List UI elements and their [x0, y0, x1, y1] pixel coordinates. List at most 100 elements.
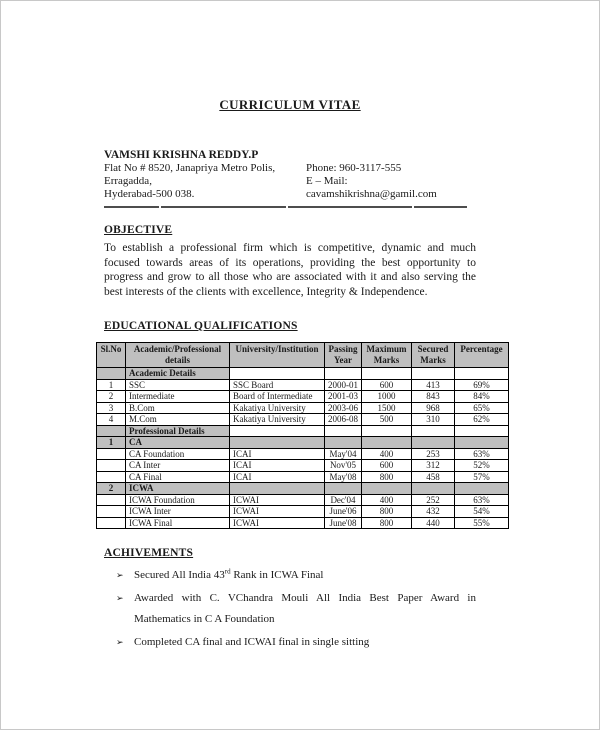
cell: 2003-06	[324, 401, 362, 414]
cell	[361, 482, 412, 495]
cell: 800	[361, 470, 412, 483]
ordinal-superscript: rd	[224, 567, 231, 576]
cell: 69%	[454, 378, 509, 391]
cell: 252	[411, 493, 455, 506]
achievement-text: Awarded with C. VChandra Mouli All India…	[134, 592, 476, 625]
cell: CA Final	[125, 470, 230, 483]
cell: 458	[411, 470, 455, 483]
cell: June'08	[324, 516, 362, 529]
col-header: Sl.No	[96, 342, 126, 368]
table-row: ICWA Foundation ICWAI Dec'04 400 252 63%	[96, 493, 509, 506]
email-line: E – Mail: cavamshikrishna@gamil.com	[306, 175, 437, 200]
cell: CA Foundation	[125, 447, 230, 460]
cell: 2006-08	[324, 413, 362, 426]
achievement-text-pre: Secured All India 43	[134, 569, 225, 581]
table-row: ICWA Final ICWAI June'08 800 440 55%	[96, 516, 509, 529]
cell: ICWA Final	[125, 516, 230, 529]
cell: June'06	[324, 505, 362, 518]
document-title: CURRICULUM VITAE	[219, 97, 361, 112]
cell	[229, 436, 325, 449]
address-line-3: Hyderabad-500 038.	[104, 188, 195, 200]
table-row: 2 Intermediate Board of Intermediate 200…	[96, 390, 509, 403]
table-row: 4 M.Com Kakatiya University 2006-08 500 …	[96, 413, 509, 426]
col-header: Secured Marks	[411, 342, 455, 368]
table-section-row: 1 CA	[96, 436, 509, 449]
arrow-bullet-icon: ➢	[116, 570, 124, 580]
cell: 440	[411, 516, 455, 529]
cell	[324, 436, 362, 449]
arrow-bullet-icon: ➢	[116, 593, 124, 603]
cell: 52%	[454, 459, 509, 472]
education-qualifications-table: Sl.No Academic/Professional details Univ…	[96, 342, 509, 529]
cell: CA	[125, 436, 230, 449]
cell	[361, 436, 412, 449]
cell: 1	[96, 378, 126, 391]
cell: 253	[411, 447, 455, 460]
address-line-1: Flat No # 8520, Janapriya Metro Polis,	[104, 162, 276, 174]
cell: May'08	[324, 470, 362, 483]
table-header-row: Sl.No Academic/Professional details Univ…	[96, 342, 509, 368]
table-section-row: Academic Details	[96, 367, 509, 380]
contact-block: VAMSHI KRISHNA REDDY.P Flat No # 8520, J…	[104, 148, 476, 201]
col-header: University/Institution	[229, 342, 325, 368]
achievement-text: Completed CA final and ICWAI final in si…	[134, 636, 370, 648]
cell	[96, 459, 126, 472]
cell: 1000	[361, 390, 412, 403]
cell: 500	[361, 413, 412, 426]
cell: 843	[411, 390, 455, 403]
cell	[96, 367, 126, 380]
document-content: CURRICULUM VITAE VAMSHI KRISHNA REDDY.P …	[1, 98, 599, 653]
cell: 62%	[454, 413, 509, 426]
cell	[361, 367, 412, 380]
cell: Academic Details	[125, 367, 230, 380]
cell: Kakatiya University	[229, 401, 325, 414]
cell	[324, 367, 362, 380]
col-header: Academic/Professional details	[125, 342, 230, 368]
table-row: 3 B.Com Kakatiya University 2003-06 1500…	[96, 401, 509, 414]
cell: 432	[411, 505, 455, 518]
cell: 600	[361, 459, 412, 472]
cell: 63%	[454, 493, 509, 506]
table-row: ICWA Inter ICWAI June'06 800 432 54%	[96, 505, 509, 518]
cell: Dec'04	[324, 493, 362, 506]
contact-phone-email-block: Phone: 960-3117-555 E – Mail: cavamshikr…	[306, 162, 476, 201]
cell	[454, 424, 509, 437]
phone-line: Phone: 960-3117-555	[306, 162, 402, 174]
cell	[96, 516, 126, 529]
cell	[361, 424, 412, 437]
cell: 54%	[454, 505, 509, 518]
cell: 3	[96, 401, 126, 414]
cell: 600	[361, 378, 412, 391]
cell	[229, 367, 325, 380]
cell: Professional Details	[125, 424, 230, 437]
objective-paragraph: To establish a professional firm which i…	[104, 242, 476, 298]
cell: 413	[411, 378, 455, 391]
cell	[454, 367, 509, 380]
cell	[454, 436, 509, 449]
divider-segment	[288, 206, 412, 208]
cell: SSC	[125, 378, 230, 391]
cell: 4	[96, 413, 126, 426]
cell: May'04	[324, 447, 362, 460]
cell: ICAI	[229, 447, 325, 460]
cell	[229, 424, 325, 437]
cell: CA Inter	[125, 459, 230, 472]
cell	[229, 482, 325, 495]
list-item: ➢ Completed CA final and ICWAI final in …	[116, 632, 476, 653]
cell: 312	[411, 459, 455, 472]
table-section-row: 2 ICWA	[96, 482, 509, 495]
cell	[454, 482, 509, 495]
table-row: 1 SSC SSC Board 2000-01 600 413 69%	[96, 378, 509, 391]
candidate-name: VAMSHI KRISHNA REDDY.P	[104, 149, 259, 161]
col-header: Passing Year	[324, 342, 362, 368]
cell: ICAI	[229, 459, 325, 472]
cell: SSC Board	[229, 378, 325, 391]
cell: 1	[96, 436, 126, 449]
cell	[96, 505, 126, 518]
cell: 800	[361, 516, 412, 529]
divider-segment	[414, 206, 467, 208]
cell: 310	[411, 413, 455, 426]
cell: 400	[361, 493, 412, 506]
address-line-2: Erragadda,	[104, 175, 152, 187]
